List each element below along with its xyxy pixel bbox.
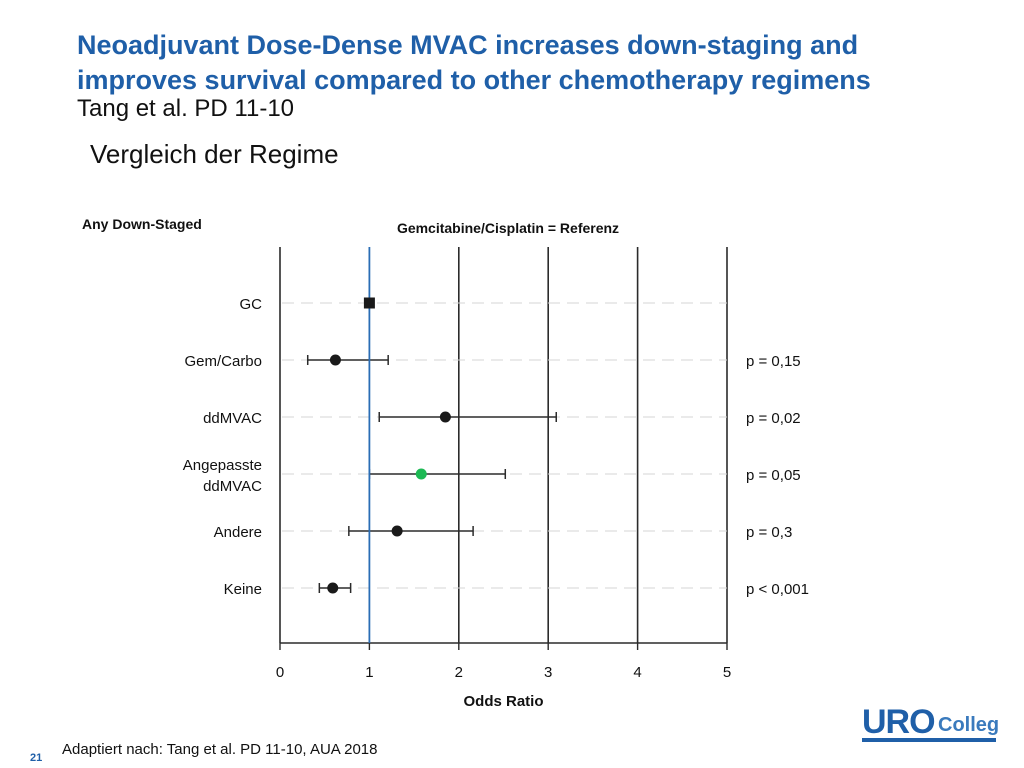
x-tick-label: 3 <box>544 664 552 681</box>
uro-colleg-logo: URO Colleg <box>862 705 1002 745</box>
panel-label: Any Down-Staged <box>82 216 202 232</box>
x-tick-label: 2 <box>455 664 463 681</box>
p-value: p = 0,02 <box>746 410 801 427</box>
point-estimate <box>391 525 403 537</box>
point-estimate-highlight <box>415 468 427 480</box>
slide-subtitle: Vergleich der Regime <box>90 139 339 169</box>
x-tick-label: 1 <box>365 664 373 681</box>
logo-colleg-text: Colleg <box>938 714 1000 736</box>
row-label: Keine <box>224 581 262 598</box>
point-estimate-square <box>363 297 375 309</box>
slide-title-line-2: improves survival compared to other chem… <box>77 65 871 95</box>
row-label: Andere <box>214 524 262 541</box>
p-value: p = 0,3 <box>746 524 792 541</box>
row-label: ddMVAC <box>203 410 262 427</box>
p-value: p < 0,001 <box>746 581 809 598</box>
page-number: 21 <box>30 752 43 764</box>
row-label: GC <box>240 296 263 313</box>
slide-title: Neoadjuvant Dose-Dense MVAC increases do… <box>77 28 977 98</box>
x-axis-label: Odds Ratio <box>463 693 543 710</box>
slide-title-line-1: Neoadjuvant Dose-Dense MVAC increases do… <box>77 30 859 60</box>
logo-underline <box>862 738 996 742</box>
p-value: p = 0,15 <box>746 353 801 370</box>
row-label: Gem/Carbo <box>184 353 262 370</box>
row-label-line: Angepasste <box>183 457 262 474</box>
point-estimate <box>439 411 451 423</box>
x-tick-label: 5 <box>723 664 731 681</box>
x-tick-label: 4 <box>633 664 641 681</box>
logo-uro-text: URO <box>862 703 936 741</box>
point-estimate <box>329 354 341 366</box>
p-value: p = 0,05 <box>746 467 801 484</box>
study-reference: Tang et al. PD 11-10 <box>77 95 295 122</box>
chart-title: Gemcitabine/Cisplatin = Referenz <box>397 220 619 236</box>
x-tick-label: 0 <box>276 664 284 681</box>
source-footnote: Adaptiert nach: Tang et al. PD 11-10, AU… <box>62 741 378 758</box>
row-label-line: ddMVAC <box>203 478 262 495</box>
point-estimate <box>327 582 339 594</box>
